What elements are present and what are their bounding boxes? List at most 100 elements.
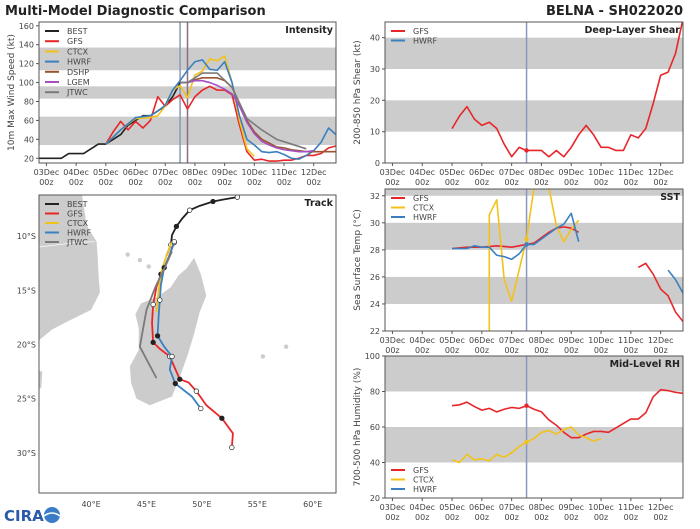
plot-frame bbox=[384, 188, 684, 332]
legend-label: GFS bbox=[67, 37, 83, 46]
x-tick-hour: 00z bbox=[624, 513, 638, 522]
x-tick-hour: 00z bbox=[564, 513, 578, 522]
x-tick-label: 03Dec bbox=[380, 336, 406, 345]
track-point-hwrf bbox=[169, 353, 175, 360]
plot-layer bbox=[39, 22, 336, 163]
x-tick-label: 08Dec bbox=[529, 168, 555, 177]
africa-land bbox=[39, 195, 100, 341]
island bbox=[146, 264, 151, 269]
legend-label: HWRF bbox=[413, 213, 437, 222]
x-tick-hour: 00z bbox=[158, 178, 172, 187]
x-tick-hour: 00z bbox=[504, 513, 518, 522]
x-tick-label: 05Dec bbox=[439, 336, 465, 345]
x-tick-hour: 00z bbox=[445, 346, 459, 355]
x-tick-label: 07Dec bbox=[499, 336, 525, 345]
lat-tick-label: 30°S bbox=[17, 449, 36, 458]
map-layer bbox=[39, 195, 289, 451]
legend-label: HWRF bbox=[413, 37, 437, 46]
y-axis-label: Sea Surface Temp (°C) bbox=[353, 209, 363, 310]
analysis-point-ctcx bbox=[524, 236, 529, 242]
y-tick-label: 80 bbox=[370, 388, 380, 397]
track-ctcx bbox=[155, 241, 173, 313]
track-best bbox=[165, 196, 238, 257]
x-tick-label: 05Dec bbox=[93, 168, 119, 177]
x-tick-hour: 00z bbox=[475, 513, 489, 522]
x-tick-hour: 00z bbox=[594, 513, 608, 522]
legend-entry-hwrf: HWRF bbox=[391, 37, 437, 46]
x-tick-label: 12Dec bbox=[648, 336, 674, 345]
legend-entry-lgem: LGEM bbox=[45, 78, 90, 87]
series-line-gfs bbox=[637, 262, 683, 323]
legend-entry-jtwc: JTWC bbox=[45, 88, 88, 97]
plot-layer bbox=[385, 22, 683, 163]
panel-title: Deep-Layer Shear bbox=[585, 25, 681, 36]
track-point-gfs bbox=[150, 301, 156, 308]
plot-frame bbox=[38, 194, 337, 494]
plot-frame bbox=[384, 21, 684, 164]
lon-tick-label: 40°E bbox=[81, 500, 100, 509]
x-tick-hour: 00z bbox=[475, 178, 489, 187]
analysis-point-hwrf bbox=[524, 242, 529, 247]
x-tick-hour: 00z bbox=[128, 178, 142, 187]
series-line-jtwc bbox=[180, 72, 307, 150]
gray-band bbox=[385, 276, 683, 304]
lat-tick-label: 15°S bbox=[17, 286, 36, 295]
x-tick-label: 04Dec bbox=[409, 503, 435, 512]
gray-band bbox=[385, 222, 683, 250]
x-tick-hour: 00z bbox=[385, 346, 399, 355]
x-tick-label: 04Dec bbox=[409, 336, 435, 345]
track-point-best bbox=[234, 195, 241, 200]
x-tick-label: 08Dec bbox=[182, 168, 208, 177]
panel-intensity: 2040608010012014016003Dec00z04Dec00z05De… bbox=[7, 21, 337, 187]
y-tick-label: 30 bbox=[370, 219, 380, 228]
y-tick-label: 20 bbox=[24, 154, 34, 163]
y-axis-label: 10m Max Wind Speed (kt) bbox=[7, 34, 17, 151]
legend-entry-gfs: GFS bbox=[391, 27, 429, 36]
x-tick-label: 03Dec bbox=[380, 168, 406, 177]
y-axis-label: 200-850 hPa Shear (kt) bbox=[353, 40, 363, 144]
track-point-hwrf bbox=[172, 380, 178, 387]
y-tick-label: 0 bbox=[375, 159, 380, 168]
x-tick-label: 06Dec bbox=[123, 168, 149, 177]
x-tick-hour: 00z bbox=[653, 346, 667, 355]
panel-title: Mid-Level RH bbox=[610, 359, 680, 370]
island bbox=[260, 354, 266, 359]
y-tick-label: 20 bbox=[370, 494, 380, 503]
panel-title: SST bbox=[660, 192, 680, 203]
y-tick-label: 10 bbox=[370, 128, 380, 137]
series-line-hwrf bbox=[105, 59, 336, 161]
legend-label: HWRF bbox=[67, 58, 91, 67]
y-tick-label: 26 bbox=[370, 273, 380, 282]
y-tick-label: 140 bbox=[19, 41, 34, 50]
logo-globe-icon bbox=[44, 507, 60, 523]
x-tick-label: 11Dec bbox=[618, 503, 644, 512]
analysis-point-gfs bbox=[524, 403, 529, 408]
x-tick-hour: 00z bbox=[534, 346, 548, 355]
x-tick-label: 10Dec bbox=[588, 336, 614, 345]
y-tick-label: 100 bbox=[365, 352, 380, 361]
x-tick-hour: 00z bbox=[564, 178, 578, 187]
legend-entry-gfs: GFS bbox=[45, 37, 83, 46]
legend-label: GFS bbox=[413, 466, 429, 475]
track-point-best bbox=[210, 198, 216, 205]
panel-shear: 01020304003Dec00z04Dec00z05Dec00z06Dec00… bbox=[353, 21, 684, 187]
madagascar-land bbox=[129, 257, 207, 406]
border-line bbox=[39, 241, 95, 248]
legend-label: JTWC bbox=[66, 238, 88, 247]
x-tick-label: 04Dec bbox=[63, 168, 89, 177]
track-point-hwrf bbox=[198, 405, 204, 412]
series-line-hwrf bbox=[667, 269, 683, 294]
legend-label: GFS bbox=[413, 194, 429, 203]
logo-text: CIRA bbox=[4, 507, 44, 525]
plot-layer bbox=[385, 189, 683, 331]
y-tick-label: 22 bbox=[370, 327, 380, 336]
legend-label: LGEM bbox=[67, 78, 90, 87]
x-tick-hour: 00z bbox=[188, 178, 202, 187]
x-tick-label: 12Dec bbox=[301, 168, 327, 177]
y-tick-label: 60 bbox=[370, 423, 380, 432]
y-tick-label: 40 bbox=[24, 135, 34, 144]
x-tick-hour: 00z bbox=[39, 178, 53, 187]
gray-band bbox=[385, 356, 683, 392]
x-tick-label: 11Dec bbox=[618, 168, 644, 177]
